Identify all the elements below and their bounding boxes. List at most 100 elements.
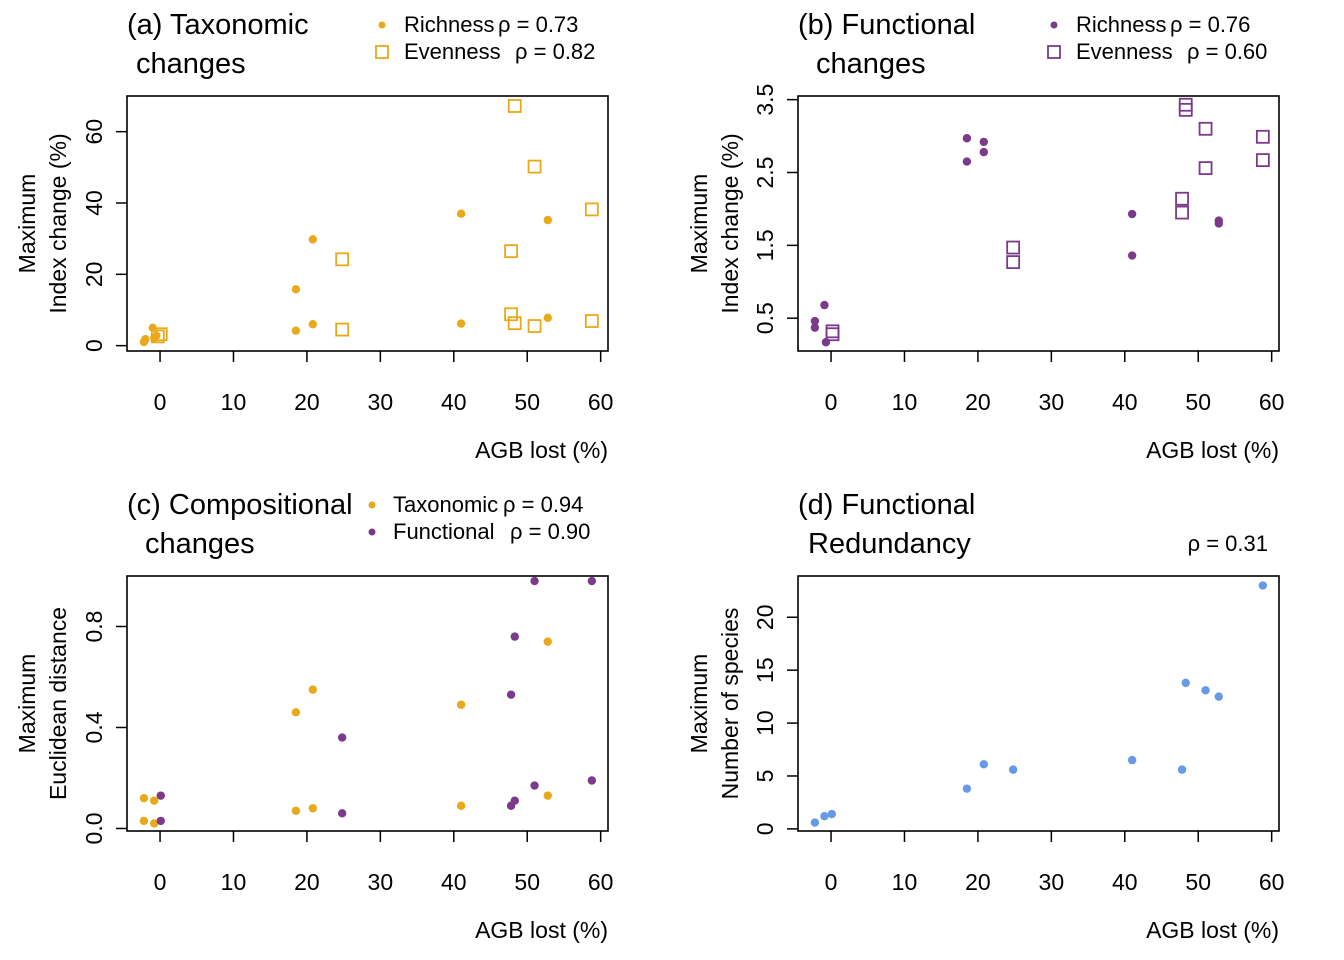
data-point-square xyxy=(153,327,168,342)
legend-label: Taxonomic xyxy=(393,492,498,517)
y-tick-label: 2.5 xyxy=(752,157,778,189)
data-point xyxy=(1181,678,1190,688)
x-tick-label: 30 xyxy=(368,869,394,895)
y-tick-label: 0 xyxy=(81,339,107,352)
legend-marker-square xyxy=(1047,45,1061,59)
data-point xyxy=(1258,581,1268,590)
chart-title-line: (c) Compositional xyxy=(127,489,353,521)
data-point-square xyxy=(584,314,599,328)
data-point xyxy=(1177,765,1187,774)
data-point xyxy=(456,209,466,218)
data-point xyxy=(810,316,820,326)
data-point xyxy=(543,313,552,323)
y-tick-label: 0 xyxy=(752,822,778,835)
legend-stat: ρ = 0.60 xyxy=(1187,39,1267,64)
y-tick-label: 0.5 xyxy=(752,302,778,334)
data-point xyxy=(962,157,972,166)
chart-title-line: changes xyxy=(145,528,255,560)
plot-frame xyxy=(797,95,1280,352)
y-axis-label-line: Index change (%) xyxy=(45,133,71,313)
data-point xyxy=(308,320,317,329)
y-tick-label: 10 xyxy=(752,710,778,736)
x-tick-label: 40 xyxy=(1112,389,1138,415)
data-point xyxy=(979,760,988,769)
legend-label: Evenness xyxy=(1076,39,1173,64)
data-point xyxy=(156,816,165,826)
x-axis-label: AGB lost (%) xyxy=(1146,437,1279,463)
legend-stat: ρ = 0.90 xyxy=(510,519,590,544)
data-point xyxy=(149,796,159,805)
chart-panel-c: (c) Compositional changes 0 10 20 30 40 50 60 AGB… xyxy=(14,489,614,943)
data-point xyxy=(141,335,150,344)
data-point-square xyxy=(527,319,542,333)
y-axis-label-line: Index change (%) xyxy=(717,133,743,313)
data-point xyxy=(1214,219,1223,228)
data-point-square xyxy=(150,329,165,344)
data-point xyxy=(337,733,347,742)
x-tick-label: 50 xyxy=(1185,389,1211,415)
legend-marker-dot xyxy=(378,21,386,29)
legend-marker-dot xyxy=(368,528,376,536)
legend-marker-dot xyxy=(1050,21,1058,29)
x-tick-label: 60 xyxy=(1259,869,1285,895)
x-tick-label: 50 xyxy=(514,389,540,415)
x-axis-label: AGB lost (%) xyxy=(1146,917,1279,943)
data-point xyxy=(820,300,829,310)
data-point xyxy=(962,784,972,793)
data-point-square xyxy=(527,159,542,174)
legend-marker-dot xyxy=(368,501,376,509)
legend-label: Evenness xyxy=(404,39,501,64)
data-point xyxy=(827,809,836,819)
data-point xyxy=(810,323,820,332)
data-point xyxy=(587,576,597,586)
x-tick-label: 0 xyxy=(154,389,167,415)
legend-stat: ρ = 0.94 xyxy=(503,492,583,517)
data-point xyxy=(308,235,317,244)
data-point xyxy=(587,776,597,785)
data-point-square xyxy=(507,316,522,331)
x-tick-label: 50 xyxy=(514,869,540,895)
data-point xyxy=(1127,209,1137,219)
plot-frame xyxy=(126,95,609,352)
x-tick-label: 60 xyxy=(588,869,614,895)
y-axis-label-line: Number of species xyxy=(717,608,743,800)
legend-stat: ρ = 0.82 xyxy=(515,39,595,64)
y-tick-label: 15 xyxy=(752,657,778,683)
data-point xyxy=(810,818,820,827)
data-point-square xyxy=(1255,129,1270,144)
correlation-stat: ρ = 0.31 xyxy=(1188,531,1268,556)
x-tick-label: 50 xyxy=(1185,869,1211,895)
data-point-square xyxy=(1175,191,1189,206)
y-tick-label: 40 xyxy=(81,190,107,216)
data-point xyxy=(1127,755,1137,765)
x-tick-label: 30 xyxy=(368,389,394,415)
x-tick-label: 40 xyxy=(441,389,467,415)
x-tick-label: 40 xyxy=(441,869,467,895)
legend-label: Richness xyxy=(1076,12,1166,37)
data-point xyxy=(291,806,301,816)
data-point xyxy=(506,690,516,699)
legend-label: Functional xyxy=(393,519,495,544)
chart-title-line: changes xyxy=(816,48,926,80)
x-tick-label: 20 xyxy=(294,389,320,415)
data-point xyxy=(152,331,161,340)
data-point xyxy=(510,796,519,805)
data-point xyxy=(456,700,466,709)
data-point-square xyxy=(1255,153,1270,168)
data-point-square xyxy=(1198,161,1213,176)
chart-panel-a: (a) Taxonomic changes 0 10 20 30 40 50 60 AGB los… xyxy=(14,9,614,463)
x-axis-label: AGB lost (%) xyxy=(475,917,608,943)
x-tick-label: 0 xyxy=(154,869,167,895)
data-point xyxy=(543,637,552,646)
data-point xyxy=(1214,692,1223,701)
data-point xyxy=(149,819,159,828)
y-tick-label: 5 xyxy=(752,770,778,783)
y-axis-label-line: Maximum xyxy=(14,654,40,754)
data-point xyxy=(543,791,552,800)
data-point xyxy=(820,811,829,821)
data-point xyxy=(456,319,466,328)
data-point-square xyxy=(825,324,840,339)
legend-label: Richness xyxy=(404,12,494,37)
y-tick-label: 20 xyxy=(81,262,107,288)
